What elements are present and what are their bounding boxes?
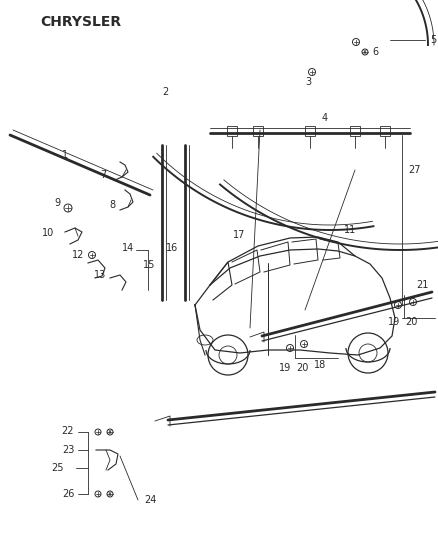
Text: 22: 22 [62,426,74,436]
Text: 27: 27 [408,165,420,175]
Text: 14: 14 [122,243,134,253]
Text: 2: 2 [162,87,168,97]
Text: 18: 18 [314,360,326,370]
Text: 17: 17 [233,230,245,240]
Bar [305,126,315,136]
Text: 19: 19 [388,317,400,327]
Text: 6: 6 [372,47,378,57]
Bar [227,126,237,136]
Text: 12: 12 [72,250,84,260]
Text: 1: 1 [62,150,68,160]
Text: 20: 20 [405,317,417,327]
Text: 8: 8 [109,200,115,210]
Text: 7: 7 [100,170,106,180]
Bar [380,126,390,136]
Bar [350,126,360,136]
Text: 13: 13 [94,270,106,280]
Text: CHRYSLER: CHRYSLER [40,15,121,29]
Text: 5: 5 [430,35,436,45]
Text: 10: 10 [42,228,54,238]
Text: 24: 24 [144,495,156,505]
Text: 26: 26 [62,489,74,499]
Text: 19: 19 [279,363,291,373]
Bar [253,126,263,136]
Text: 23: 23 [62,445,74,455]
Text: 20: 20 [296,363,308,373]
Text: 4: 4 [322,113,328,123]
Text: 11: 11 [344,225,356,235]
Text: 21: 21 [416,280,428,290]
Text: 25: 25 [52,463,64,473]
Text: 15: 15 [143,260,155,270]
Text: 9: 9 [54,198,60,208]
Text: 3: 3 [305,77,311,87]
Text: 16: 16 [166,243,178,253]
